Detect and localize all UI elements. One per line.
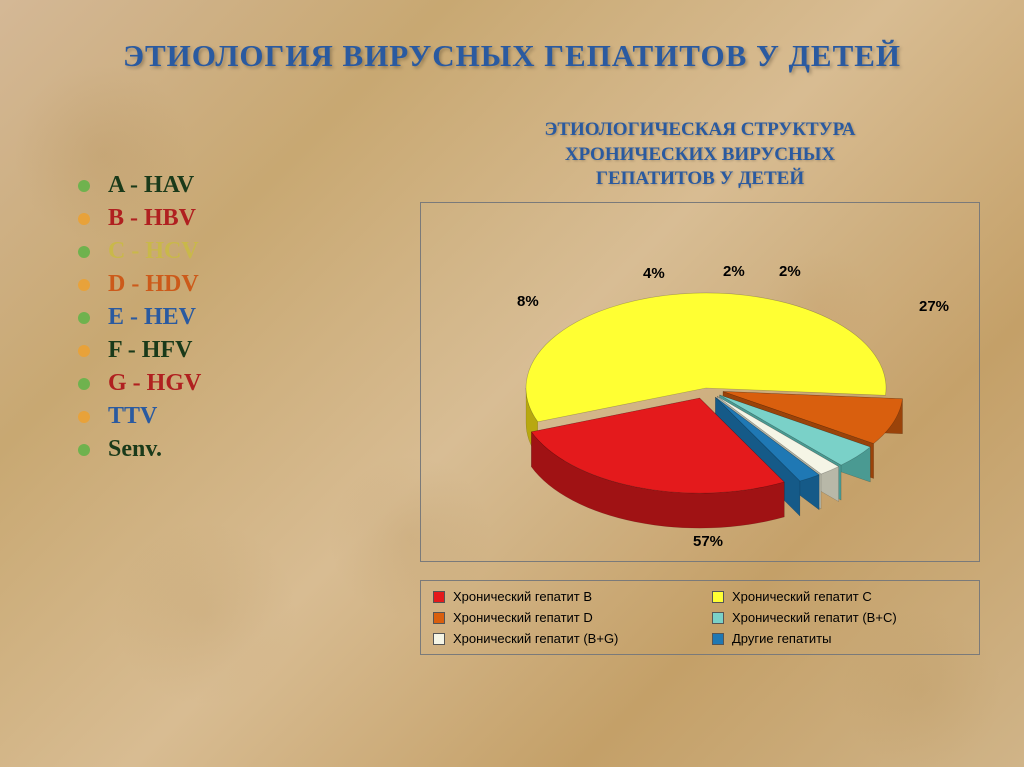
legend-label: Хронический гепатит D — [453, 610, 593, 625]
legend-label: Хронический гепатит (B+C) — [732, 610, 897, 625]
bullet-icon — [78, 378, 90, 390]
bullet-icon — [78, 411, 90, 423]
bullet-icon — [78, 246, 90, 258]
chart-title: ЭТИОЛОГИЧЕСКАЯ СТРУКТУРАХРОНИЧЕСКИХ ВИРУ… — [420, 118, 980, 202]
legend-item: Хронический гепатит (B+C) — [712, 610, 967, 625]
list-item-label: TTV — [108, 403, 157, 430]
list-item-label: F - HFV — [108, 337, 192, 364]
legend-swatch-icon — [433, 633, 445, 645]
list-item-label: D - HDV — [108, 271, 199, 298]
legend-swatch-icon — [433, 612, 445, 624]
bullet-icon — [78, 444, 90, 456]
hepatitis-type-list: A - HAV B - HBV C - HCV D - HDV E - HEV F - H… — [78, 172, 378, 469]
list-item: D - HDV — [78, 271, 378, 298]
legend-item: Хронический гепатит C — [712, 589, 967, 604]
bullet-icon — [78, 345, 90, 357]
bullet-icon — [78, 312, 90, 324]
pie-chart-svg — [421, 203, 981, 563]
legend-swatch-icon — [712, 591, 724, 603]
bullet-icon — [78, 279, 90, 291]
list-item: G - HGV — [78, 370, 378, 397]
legend-item: Хронический гепатит (B+G) — [433, 631, 688, 646]
pie-chart-box: 27% 57% 8% 4% 2% 2% — [420, 202, 980, 562]
list-item: TTV — [78, 403, 378, 430]
pie-data-label: 27% — [919, 298, 949, 315]
pie-data-label: 4% — [643, 265, 665, 282]
list-item: A - HAV — [78, 172, 378, 199]
legend-label: Хронический гепатит (B+G) — [453, 631, 618, 646]
legend-item: Хронический гепатит D — [433, 610, 688, 625]
list-item: E - HEV — [78, 304, 378, 331]
legend-item: Хронический гепатит B — [433, 589, 688, 604]
legend-label: Хронический гепатит B — [453, 589, 592, 604]
legend-swatch-icon — [712, 633, 724, 645]
legend-label: Хронический гепатит C — [732, 589, 872, 604]
list-item: Senv. — [78, 436, 378, 463]
list-item-label: Senv. — [108, 436, 162, 463]
pie-data-label: 2% — [723, 263, 745, 280]
bullet-icon — [78, 180, 90, 192]
legend-item: Другие гепатиты — [712, 631, 967, 646]
list-item: B - HBV — [78, 205, 378, 232]
pie-data-label: 2% — [779, 263, 801, 280]
list-item-label: G - HGV — [108, 370, 201, 397]
list-item: F - HFV — [78, 337, 378, 364]
legend-swatch-icon — [433, 591, 445, 603]
pie-data-label: 57% — [693, 533, 723, 550]
list-item-label: E - HEV — [108, 304, 196, 331]
slide-title: ЭТИОЛОГИЯ ВИРУСНЫХ ГЕПАТИТОВ У ДЕТЕЙ — [0, 38, 1024, 74]
chart-area: ЭТИОЛОГИЧЕСКАЯ СТРУКТУРАХРОНИЧЕСКИХ ВИРУ… — [420, 118, 980, 648]
legend-label: Другие гепатиты — [732, 631, 831, 646]
pie-data-label: 8% — [517, 293, 539, 310]
legend-swatch-icon — [712, 612, 724, 624]
list-item-label: A - HAV — [108, 172, 194, 199]
list-item: C - HCV — [78, 238, 378, 265]
list-item-label: B - HBV — [108, 205, 196, 232]
list-item-label: C - HCV — [108, 238, 199, 265]
chart-legend: Хронический гепатит B Хронический гепатит… — [420, 580, 980, 655]
bullet-icon — [78, 213, 90, 225]
